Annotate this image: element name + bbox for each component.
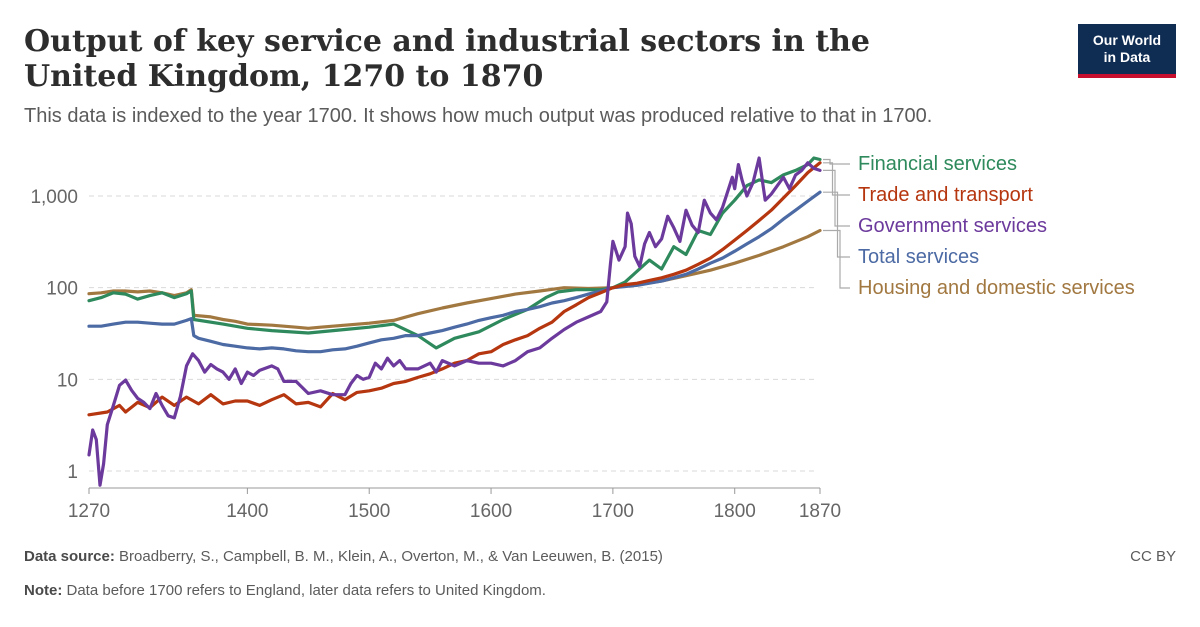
legend-connector — [823, 191, 850, 258]
series-line-trade[interactable] — [87, 161, 822, 417]
series-line-total[interactable] — [87, 190, 822, 354]
logo-line-2: in Data — [1103, 49, 1151, 65]
legend: Financial services Trade and transport Gov… — [823, 153, 1135, 299]
legend-connector — [823, 162, 850, 196]
source-text[interactable]: Broadberry, S., Campbell, B. M., Klein, … — [119, 548, 663, 565]
series-line-financial[interactable] — [87, 156, 822, 350]
logo-line-1: Our World — [1092, 32, 1162, 48]
x-tick-label: 1870 — [799, 501, 841, 522]
source-label: Data source: — [24, 548, 115, 565]
note-label: Note: — [24, 582, 63, 599]
legend-label-housing[interactable]: Housing and domestic services — [858, 277, 1135, 299]
owid-logo[interactable]: Our World in Data — [1078, 24, 1176, 78]
legend-label-government[interactable]: Government services — [858, 215, 1047, 237]
legend-label-total[interactable]: Total services — [858, 246, 979, 268]
x-tick-label: 1800 — [714, 501, 756, 522]
chart-subtitle: This data is indexed to the year 1700. I… — [24, 105, 933, 127]
x-tick-label: 1270 — [68, 501, 110, 522]
data-source: Data source: Broadberry, S., Campbell, B… — [24, 548, 663, 565]
chart-title: Output of key service and industrial sec… — [24, 24, 870, 94]
note-text: Data before 1700 refers to England, late… — [66, 582, 546, 599]
x-tick-label: 1500 — [348, 501, 390, 522]
y-tick-label: 1 — [67, 462, 78, 483]
x-tick-label: 1600 — [470, 501, 512, 522]
y-tick-label: 1,000 — [30, 187, 78, 208]
legend-connector — [823, 169, 850, 227]
x-tick-label: 1700 — [592, 501, 634, 522]
legend-connector — [823, 158, 850, 165]
license[interactable]: CC BY — [1130, 548, 1176, 565]
series-lines — [87, 156, 822, 487]
axes: 1 10 100 1,000 1270 1400 1500 1600 1700 1800 1870 — [30, 187, 841, 522]
grid-lines — [89, 195, 815, 472]
legend-label-financial[interactable]: Financial services — [858, 153, 1017, 175]
series-line-housing[interactable] — [87, 228, 822, 330]
legend-connector — [823, 229, 850, 289]
footnote: Note: Data before 1700 refers to England… — [24, 582, 546, 599]
legend-label-trade[interactable]: Trade and transport — [858, 184, 1033, 206]
series-line-government[interactable] — [87, 156, 822, 487]
x-tick-label: 1400 — [226, 501, 268, 522]
y-tick-label: 10 — [57, 370, 78, 391]
y-tick-label: 100 — [46, 279, 78, 300]
